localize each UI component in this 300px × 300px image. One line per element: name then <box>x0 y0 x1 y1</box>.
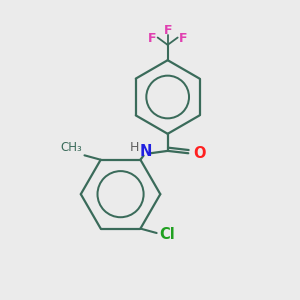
Text: F: F <box>148 32 157 46</box>
Text: N: N <box>140 144 152 159</box>
Text: O: O <box>193 146 206 161</box>
Text: F: F <box>179 32 187 46</box>
Text: CH₃: CH₃ <box>60 141 82 154</box>
Text: H: H <box>130 141 140 154</box>
Text: F: F <box>164 24 172 37</box>
Text: Cl: Cl <box>159 227 175 242</box>
